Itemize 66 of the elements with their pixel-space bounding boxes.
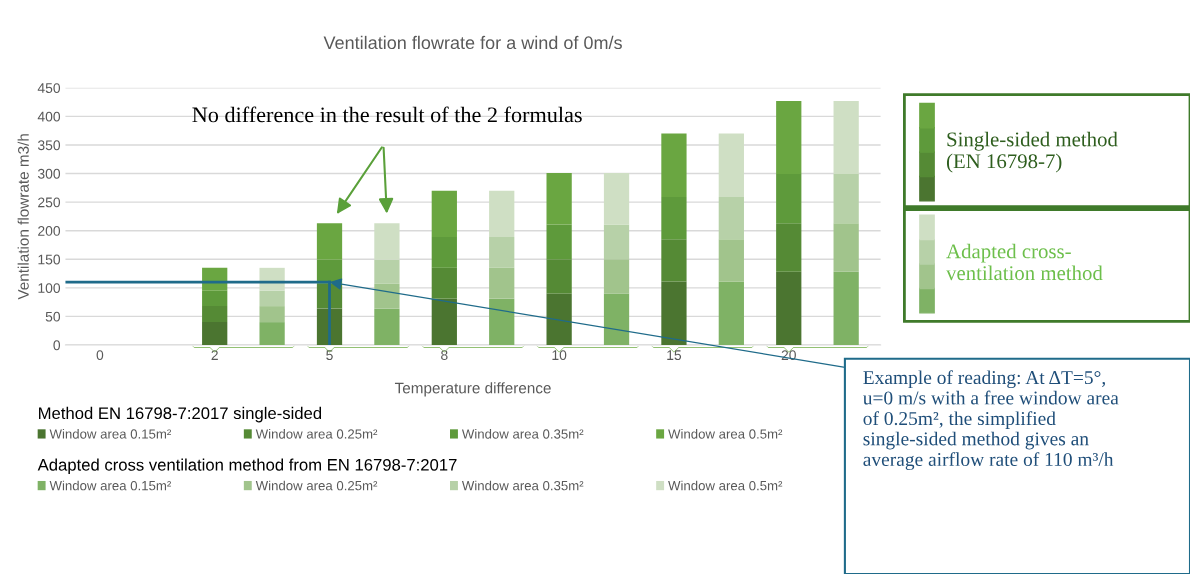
bar	[718, 239, 744, 282]
bar	[603, 259, 630, 294]
bar	[661, 281, 687, 345]
bar	[259, 322, 285, 345]
x-tick-label: 2	[211, 350, 218, 360]
y-tick-label: 250	[38, 197, 61, 208]
chart-title: Ventilation flowrate for a wind of 0m/s	[323, 35, 622, 50]
bar	[202, 322, 228, 345]
bar	[661, 239, 687, 282]
x-tick-label: 15	[667, 350, 682, 361]
bar	[718, 196, 744, 240]
bar	[833, 223, 859, 272]
x-tick-label: 8	[441, 350, 448, 361]
bar	[718, 133, 744, 197]
bar	[202, 306, 228, 323]
annotation: No difference in the result of the 2 formulas	[192, 106, 582, 123]
y-tick-label: 450	[37, 83, 61, 93]
x-tick-label: 5	[326, 350, 333, 361]
legend-label: Window area 0.5m²	[668, 428, 783, 439]
legend-label: Window area 0.35m²	[461, 428, 584, 439]
bar	[489, 298, 515, 345]
legend-label: Window area 0.25m²	[255, 428, 378, 439]
bar	[546, 293, 572, 345]
bar	[603, 172, 630, 225]
bar	[718, 281, 744, 345]
bar	[259, 306, 285, 323]
legend-label: Window area 0.35m²	[461, 480, 584, 491]
x-tick-label: 10	[552, 350, 567, 361]
text: Adapted cross ventilation method from EN 16798-7:2017	[37, 458, 457, 475]
text: Single-sided method (EN 16798-7)	[946, 131, 1118, 173]
y-tick-label: 350	[37, 140, 61, 151]
bar	[431, 267, 457, 299]
legend-label: Window area 0.15m²	[49, 428, 172, 439]
y-tick-label: 50	[45, 311, 61, 322]
y-tick-label: 0	[53, 340, 61, 351]
bar	[776, 223, 802, 272]
bar	[833, 100, 859, 175]
bar	[374, 283, 400, 309]
bar	[603, 293, 630, 345]
y-tick-label: 200	[38, 226, 61, 236]
bar	[776, 271, 802, 345]
bar	[374, 308, 400, 345]
y-tick-label: 100	[38, 283, 61, 293]
bar	[833, 271, 859, 345]
bar	[374, 259, 400, 284]
y-tick-label: 150	[38, 254, 61, 265]
bar	[259, 290, 285, 307]
text: Adapted cross- ventilation method	[946, 243, 1103, 281]
bar	[489, 267, 515, 299]
legend-label: Window area 0.25m²	[255, 480, 378, 491]
legend-label: Window area 0.15m²	[49, 480, 172, 491]
y-tick-label: 300	[37, 168, 61, 179]
bar	[489, 190, 515, 237]
bar	[603, 224, 630, 260]
bar	[546, 259, 572, 294]
y-axis-title: Ventilation flowrate m3/h	[17, 134, 29, 300]
bar	[489, 236, 515, 268]
bar	[431, 298, 457, 345]
x-axis-title: Temperature difference	[394, 382, 551, 397]
x-tick-label: 0	[96, 350, 104, 361]
annotation: Example of reading: At ΔT=5°, u=0 m/s with a free window area of 0.25m², the simplified single-sided method gives an average airflow rate of 110 m³/h	[863, 370, 1119, 471]
bar	[374, 223, 400, 260]
text: Method EN 16798-7:2017 single-sided	[39, 406, 322, 423]
legend-label: Window area 0.5m²	[668, 480, 783, 491]
bar	[833, 174, 859, 224]
y-tick-label: 400	[37, 111, 61, 122]
